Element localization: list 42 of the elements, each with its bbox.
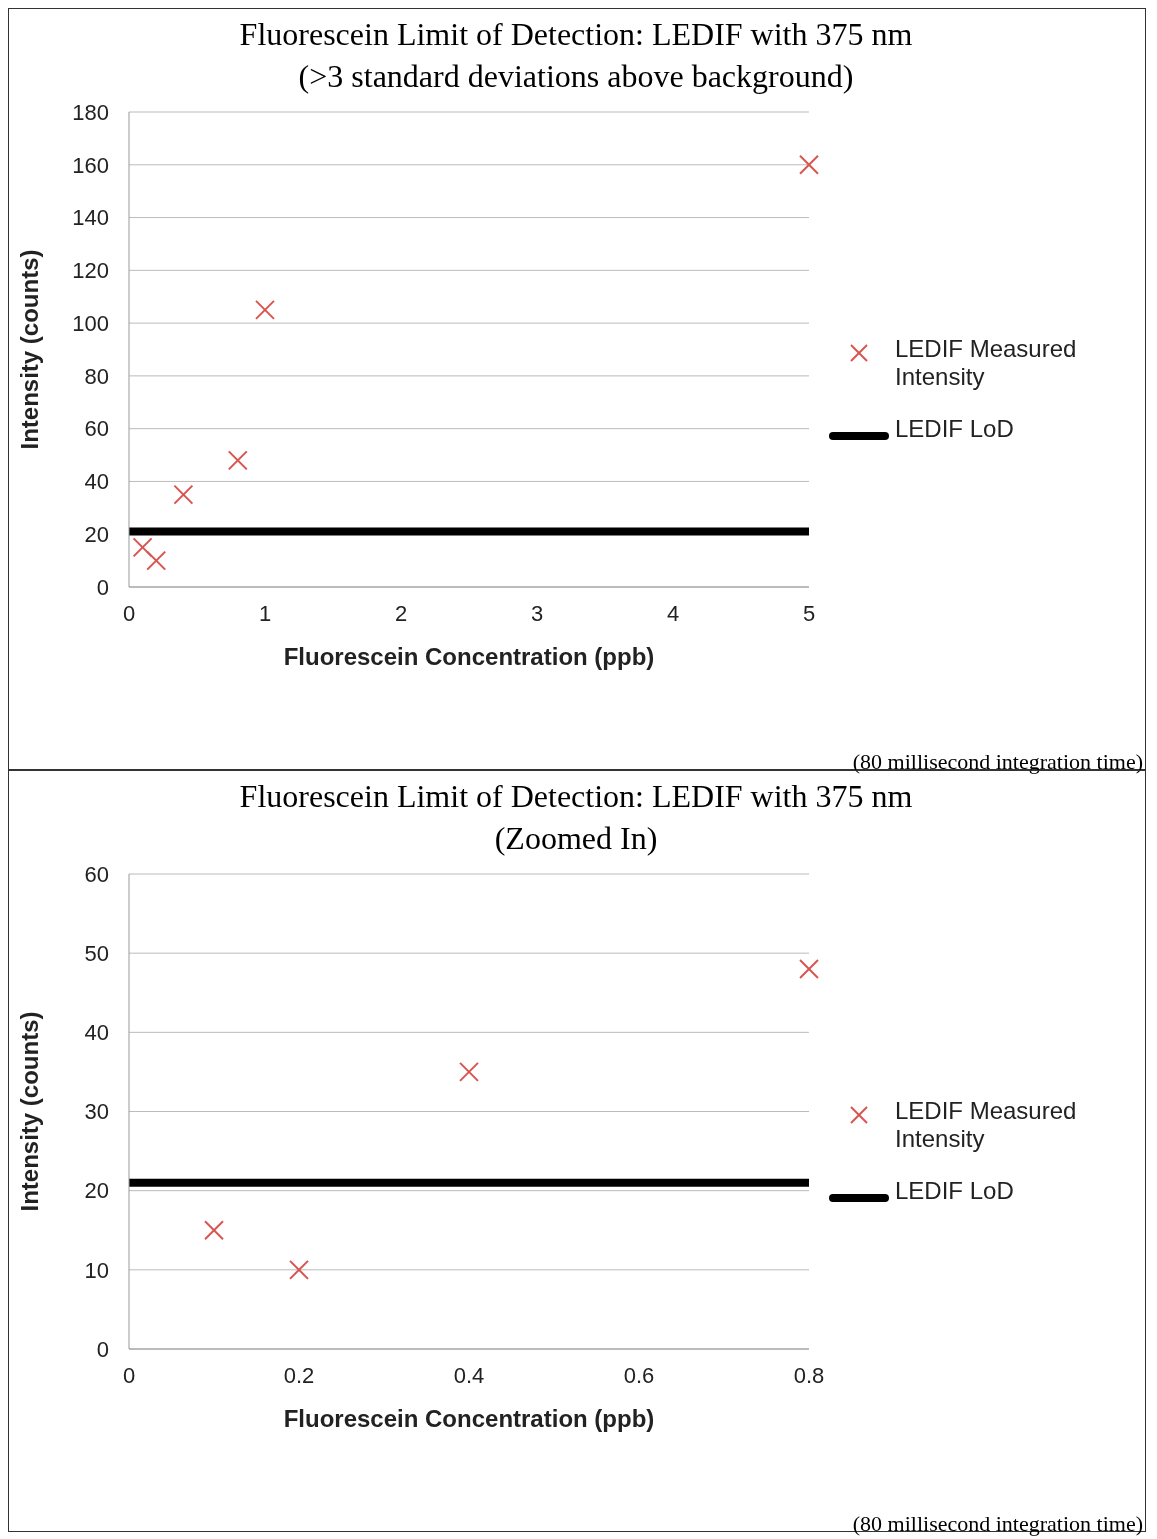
x-axis-title: Fluorescein Concentration (ppb)	[283, 1405, 655, 1432]
y-axis-title: Intensity (counts)	[15, 1011, 43, 1212]
y-tick-label: 60	[84, 861, 109, 887]
y-tick-label: 140	[72, 205, 109, 231]
x-tick-label: 0.6	[623, 1362, 655, 1388]
x-tick-label: 3	[530, 600, 544, 626]
y-tick-label: 0	[96, 574, 109, 600]
x-tick-label: 0.4	[453, 1362, 485, 1388]
y-tick-label: 40	[84, 1020, 109, 1046]
chart-title: Fluorescein Limit of Detection: LEDIF with 375 nm	[238, 15, 914, 54]
x-tick-label: 0	[122, 600, 136, 626]
text: (80 millisecond integration time)	[852, 1511, 1143, 1537]
x-tick-label: 2	[394, 600, 408, 626]
x-tick-label: 4	[666, 600, 680, 626]
y-tick-label: 160	[72, 152, 109, 178]
y-tick-label: 10	[84, 1257, 109, 1283]
chart-title: Fluorescein Limit of Detection: LEDIF with 375 nm	[238, 777, 914, 816]
text: (80 millisecond integration time)	[852, 749, 1143, 775]
x-axis-title: Fluorescein Concentration (ppb)	[283, 643, 655, 670]
legend-label: LEDIF Measured Intensity	[895, 335, 1078, 391]
y-tick-label: 60	[84, 416, 109, 442]
y-tick-label: 100	[72, 310, 109, 336]
y-tick-label: 30	[84, 1099, 109, 1125]
y-tick-label: 40	[84, 469, 109, 495]
chart-subtitle: (>3 standard deviations above background)	[297, 57, 855, 96]
x-tick-label: 1	[258, 600, 272, 626]
x-tick-label: 0.2	[283, 1362, 315, 1388]
y-tick-label: 0	[96, 1336, 109, 1362]
y-axis-title: Intensity (counts)	[15, 249, 43, 450]
y-tick-label: 50	[84, 940, 109, 966]
y-tick-label: 20	[84, 1178, 109, 1204]
legend-label: LEDIF Measured Intensity	[895, 1097, 1078, 1153]
legend-label: LEDIF LoD	[895, 1177, 1015, 1205]
y-tick-label: 120	[72, 258, 109, 284]
x-tick-label: 0.8	[793, 1362, 825, 1388]
legend-label: LEDIF LoD	[895, 415, 1015, 443]
y-tick-label: 20	[84, 522, 109, 548]
chart-subtitle: (Zoomed In)	[493, 819, 659, 858]
y-tick-label: 80	[84, 363, 109, 389]
x-tick-label: 5	[802, 600, 816, 626]
y-tick-label: 180	[72, 99, 109, 125]
x-tick-label: 0	[122, 1362, 136, 1388]
